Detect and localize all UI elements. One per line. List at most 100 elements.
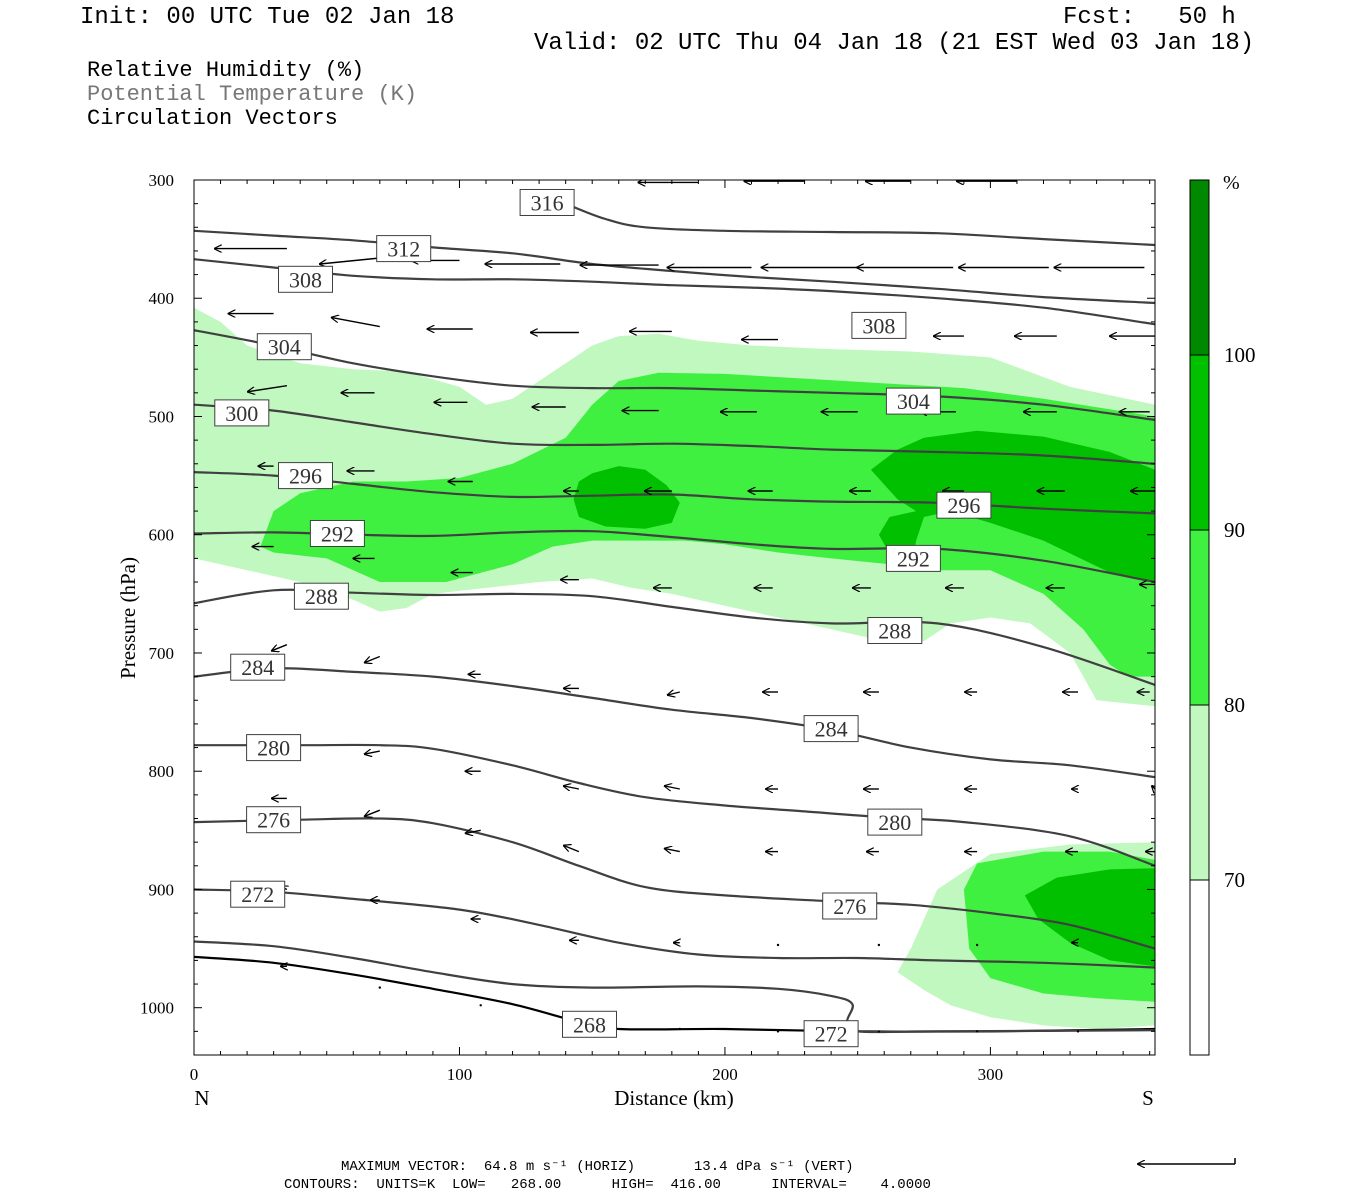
wind-vector	[564, 786, 580, 789]
contour-label-box	[936, 491, 992, 519]
theta-contour-312	[194, 229, 1155, 305]
contour-label-box	[309, 520, 365, 547]
wind-vector	[665, 786, 680, 789]
contour-label-text: 280	[878, 810, 911, 835]
theta-contour-308	[194, 258, 1155, 326]
contour-label-text: 276	[257, 808, 290, 833]
contour-label-box	[885, 387, 941, 415]
vector-dot	[1076, 1030, 1080, 1033]
contour-label-box	[214, 399, 270, 427]
contour-label-296: 296	[936, 491, 992, 519]
vector-dot	[877, 943, 881, 947]
x-axis-north-label: N	[194, 1086, 209, 1110]
contour-label-box	[230, 880, 286, 908]
field-circulation-vectors: Circulation Vectors	[87, 106, 338, 131]
colorbar-swatch-100	[1190, 180, 1209, 355]
contour-label-box	[562, 1010, 617, 1038]
init-time: Init: 00 UTC Tue 02 Jan 18	[80, 4, 455, 31]
field-relative-humidity: Relative Humidity (%)	[87, 58, 365, 83]
contour-label-312: 312	[376, 235, 432, 263]
humidity-shading	[194, 307, 1155, 1029]
vector-dot	[378, 986, 381, 989]
theta-contour-272	[194, 888, 1155, 969]
x-tick-label: 300	[978, 1065, 1004, 1084]
y-tick-label: 600	[149, 526, 175, 545]
contour-label-text: 304	[897, 389, 930, 414]
x-axis-south-label: S	[1142, 1086, 1154, 1110]
contour-label-292: 292	[885, 544, 941, 572]
contour-label-box	[246, 806, 302, 834]
contour-label-box	[822, 892, 878, 920]
wind-vector	[665, 849, 680, 852]
y-axis-title: Pressure (hPa)	[116, 557, 140, 679]
wind-vector	[248, 385, 288, 392]
contour-label-text: 296	[947, 493, 980, 518]
contour-label-280: 280	[246, 734, 302, 762]
contour-label-text: 288	[878, 619, 911, 644]
contour-label-text: 292	[897, 546, 930, 571]
colorbar-swatch-below	[1190, 880, 1209, 1055]
contour-info-note: CONTOURS: UNITS=K LOW= 268.00 HIGH= 416.…	[284, 1177, 931, 1193]
contour-label-288: 288	[293, 582, 349, 610]
colorbar-unit: %	[1223, 172, 1240, 194]
theta-contour-272	[194, 940, 1155, 1034]
contour-label-box	[230, 653, 286, 681]
contour-label-284: 284	[230, 653, 286, 681]
contour-label-272: 272	[803, 1020, 859, 1048]
contour-label-text: 288	[305, 584, 338, 609]
colorbar-frame	[1189, 179, 1210, 1056]
colorbar-swatch-80	[1190, 530, 1209, 705]
contour-label-text: 268	[573, 1012, 606, 1037]
contour-label-text: 308	[289, 267, 322, 292]
vector-dot	[975, 1030, 979, 1033]
vector-dot	[776, 943, 780, 947]
wind-vector	[320, 257, 380, 264]
contour-label-text: 300	[225, 401, 258, 426]
contour-label-text: 272	[815, 1022, 848, 1047]
colorbar-swatch-70	[1190, 705, 1209, 880]
contour-label-304: 304	[256, 333, 312, 361]
theta-contour-280	[194, 743, 1155, 867]
contour-label-276: 276	[822, 892, 878, 920]
contour-label-box	[803, 1020, 859, 1048]
theta-contour-276	[194, 817, 1155, 950]
y-tick-label: 900	[149, 880, 175, 899]
contour-label-text: 284	[241, 655, 274, 680]
valid-time: Valid: 02 UTC Thu 04 Jan 18 (21 EST Wed …	[534, 30, 1255, 57]
contour-label-box	[867, 808, 923, 836]
x-tick-label: 200	[712, 1065, 738, 1084]
contour-label-box	[246, 734, 302, 762]
theta-contour-288	[194, 588, 1155, 686]
contour-label-304: 304	[885, 387, 941, 415]
contour-label-box	[803, 715, 859, 743]
max-vector-note: MAXIMUM VECTOR: 64.8 m s⁻¹ (HORIZ) 13.4 …	[341, 1159, 854, 1175]
contour-label-text: 272	[241, 882, 274, 907]
y-tick-label: 500	[149, 407, 175, 426]
wind-vector	[365, 751, 380, 754]
vector-dot	[877, 1030, 881, 1033]
circulation-vectors	[215, 181, 1155, 1033]
theta-contour-284	[194, 667, 1155, 779]
wind-vector	[564, 846, 580, 853]
contour-label-308: 308	[851, 311, 907, 339]
y-tick-label: 400	[149, 289, 175, 308]
theta-contour-316	[538, 190, 1155, 247]
contour-label-text: 284	[815, 717, 848, 742]
theta-contour-300	[194, 403, 1155, 465]
wind-vector	[272, 644, 288, 651]
contour-label-300: 300	[214, 399, 270, 427]
colorbar-tick-label: 90	[1224, 518, 1245, 542]
contour-label-292: 292	[309, 520, 365, 547]
colorbar-tick-label: 100	[1224, 343, 1256, 367]
wind-vector	[365, 655, 381, 663]
x-tick-label: 100	[447, 1065, 473, 1084]
contour-label-box	[519, 189, 575, 216]
x-tick-label: 0	[190, 1065, 199, 1084]
field-potential-temperature: Potential Temperature (K)	[87, 82, 418, 107]
vector-dot	[678, 1027, 681, 1031]
wind-vector	[332, 318, 380, 328]
colorbar: 70 80 90 100	[1189, 179, 1256, 1056]
vector-dot	[479, 1004, 482, 1007]
contour-label-box	[885, 544, 941, 572]
